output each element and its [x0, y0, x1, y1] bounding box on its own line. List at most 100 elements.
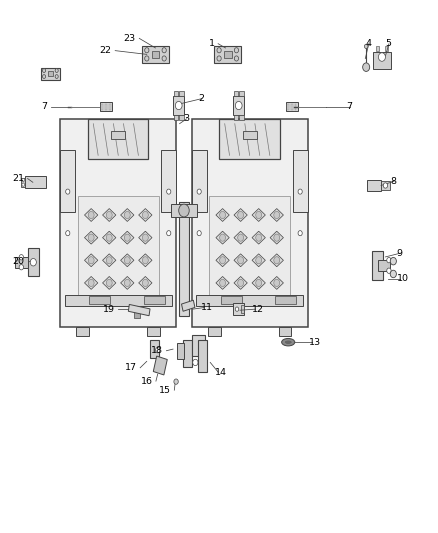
- Circle shape: [88, 279, 94, 287]
- Circle shape: [106, 212, 112, 219]
- Bar: [286, 102, 298, 111]
- Circle shape: [124, 234, 130, 241]
- Circle shape: [234, 47, 239, 53]
- Circle shape: [19, 264, 24, 270]
- Circle shape: [238, 279, 244, 287]
- Circle shape: [66, 189, 70, 194]
- Text: 21: 21: [12, 174, 24, 183]
- Polygon shape: [216, 231, 229, 244]
- Circle shape: [217, 56, 221, 61]
- Text: 18: 18: [151, 346, 163, 355]
- Text: 2: 2: [198, 94, 205, 103]
- Circle shape: [390, 270, 396, 278]
- Circle shape: [387, 257, 391, 263]
- Circle shape: [234, 56, 239, 61]
- Polygon shape: [120, 277, 134, 289]
- Bar: [219, 119, 280, 159]
- Circle shape: [219, 234, 226, 241]
- Circle shape: [390, 257, 396, 265]
- Circle shape: [162, 56, 166, 61]
- Circle shape: [274, 257, 280, 264]
- Circle shape: [55, 75, 58, 78]
- Polygon shape: [234, 208, 247, 221]
- Polygon shape: [85, 208, 98, 221]
- Circle shape: [219, 279, 226, 287]
- Text: 19: 19: [103, 305, 115, 313]
- Circle shape: [88, 257, 94, 264]
- Text: 4: 4: [365, 39, 371, 48]
- Polygon shape: [85, 231, 98, 244]
- Circle shape: [22, 183, 25, 186]
- Text: 5: 5: [385, 39, 392, 48]
- Text: 14: 14: [215, 368, 226, 376]
- Text: 12: 12: [252, 305, 264, 313]
- Bar: [196, 295, 303, 306]
- Bar: [208, 327, 221, 336]
- Bar: [180, 115, 184, 120]
- Bar: [15, 257, 28, 268]
- Bar: [60, 119, 176, 327]
- Bar: [214, 46, 241, 62]
- Bar: [224, 51, 232, 58]
- Polygon shape: [270, 208, 283, 221]
- Bar: [367, 180, 381, 191]
- Bar: [243, 131, 257, 139]
- Text: 11: 11: [201, 303, 212, 312]
- Polygon shape: [139, 231, 152, 244]
- Text: 9: 9: [397, 249, 403, 257]
- Circle shape: [124, 212, 130, 219]
- Bar: [381, 181, 390, 190]
- Polygon shape: [120, 254, 134, 266]
- Circle shape: [217, 47, 221, 53]
- Circle shape: [42, 69, 46, 72]
- Bar: [21, 177, 25, 187]
- Bar: [191, 150, 207, 213]
- Circle shape: [162, 47, 166, 53]
- Bar: [209, 196, 290, 297]
- Bar: [385, 46, 388, 51]
- Circle shape: [142, 234, 148, 241]
- Text: 7: 7: [41, 102, 47, 111]
- Bar: [102, 103, 103, 110]
- Circle shape: [235, 307, 239, 311]
- Text: 17: 17: [125, 364, 137, 372]
- Circle shape: [155, 348, 160, 353]
- Bar: [291, 103, 293, 110]
- Text: 8: 8: [391, 177, 397, 185]
- Bar: [161, 150, 176, 213]
- Circle shape: [30, 259, 36, 266]
- Bar: [147, 327, 160, 336]
- Bar: [294, 103, 296, 110]
- Polygon shape: [252, 231, 265, 244]
- Circle shape: [145, 47, 149, 53]
- Bar: [173, 96, 184, 115]
- Circle shape: [256, 212, 261, 219]
- Polygon shape: [252, 208, 265, 221]
- Polygon shape: [85, 254, 98, 266]
- Bar: [233, 115, 238, 120]
- Bar: [372, 251, 383, 280]
- Circle shape: [145, 56, 149, 61]
- Circle shape: [274, 212, 280, 219]
- Text: 20: 20: [12, 257, 24, 265]
- Bar: [279, 327, 291, 336]
- Bar: [142, 46, 169, 62]
- Ellipse shape: [284, 340, 292, 344]
- Polygon shape: [102, 231, 116, 244]
- Polygon shape: [270, 277, 283, 289]
- Circle shape: [179, 204, 189, 217]
- Bar: [77, 327, 89, 336]
- Circle shape: [298, 189, 302, 194]
- Circle shape: [298, 231, 302, 236]
- Polygon shape: [120, 231, 134, 244]
- Text: 1: 1: [208, 39, 215, 48]
- Circle shape: [364, 44, 368, 49]
- Circle shape: [175, 101, 182, 110]
- Bar: [179, 202, 189, 316]
- Polygon shape: [85, 277, 98, 289]
- Polygon shape: [102, 208, 116, 221]
- Circle shape: [193, 359, 198, 366]
- Circle shape: [274, 279, 280, 287]
- Circle shape: [387, 268, 391, 273]
- Bar: [173, 115, 178, 120]
